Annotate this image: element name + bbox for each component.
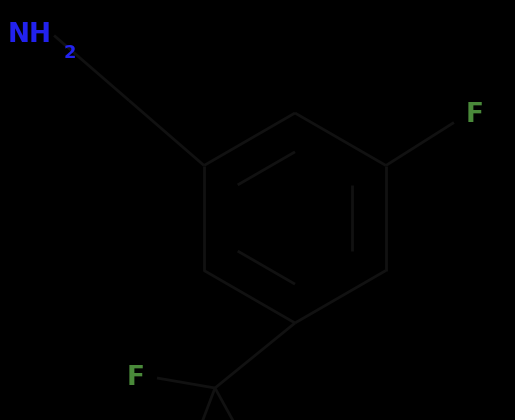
- Text: 2: 2: [64, 44, 77, 61]
- Text: F: F: [127, 365, 145, 391]
- Text: F: F: [466, 102, 484, 129]
- Text: NH: NH: [8, 23, 52, 48]
